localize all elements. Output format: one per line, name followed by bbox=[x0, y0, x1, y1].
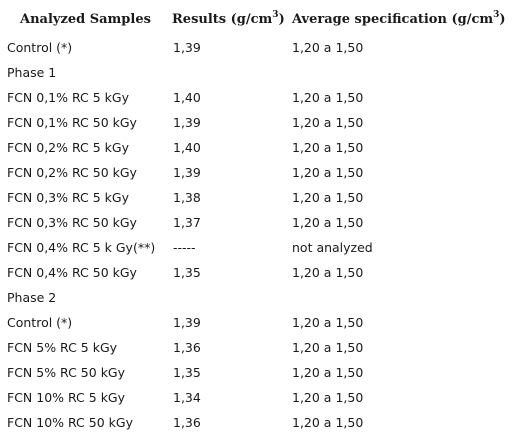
table-row: FCN 5% RC 50 kGy 1,35 1,20 a 1,50 bbox=[0, 360, 512, 385]
sample-cell: FCN 0,4% RC 5 k Gy(**) bbox=[7, 240, 156, 255]
header-analyzed-samples: Analyzed Samples bbox=[20, 0, 151, 35]
sample-cell: FCN 0,3% RC 5 kGy bbox=[7, 190, 129, 205]
sample-cell: FCN 0,1% RC 50 kGy bbox=[7, 115, 137, 130]
table-row: FCN 0,4% RC 50 kGy 1,35 1,20 a 1,50 bbox=[0, 260, 512, 285]
sample-cell: FCN 0,3% RC 50 kGy bbox=[7, 215, 137, 230]
table-row: FCN 0,4% RC 5 k Gy(**) ----- not analyzed bbox=[0, 235, 512, 260]
table-row: Control (*) 1,39 1,20 a 1,50 bbox=[0, 35, 512, 60]
result-cell: 1,37 bbox=[173, 215, 201, 230]
table-body: Control (*) 1,39 1,20 a 1,50 Phase 1 FCN 0,1… bbox=[0, 35, 512, 435]
sample-cell: Control (*) bbox=[7, 315, 73, 330]
result-cell: 1,38 bbox=[173, 190, 201, 205]
result-cell: 1,40 bbox=[173, 140, 201, 155]
result-cell: 1,39 bbox=[173, 40, 201, 55]
header-results-exponent: 3 bbox=[272, 10, 279, 20]
specification-cell: 1,20 a 1,50 bbox=[292, 390, 364, 405]
specification-cell: 1,20 a 1,50 bbox=[292, 190, 364, 205]
specification-cell: 1,20 a 1,50 bbox=[292, 415, 364, 430]
header-spec-close: ) bbox=[499, 12, 506, 27]
sample-cell: FCN 0,1% RC 5 kGy bbox=[7, 90, 129, 105]
sample-cell: FCN 0,4% RC 50 kGy bbox=[7, 265, 137, 280]
specification-cell: 1,20 a 1,50 bbox=[292, 115, 364, 130]
table-row: Control (*) 1,39 1,20 a 1,50 bbox=[0, 310, 512, 335]
header-spec-label: Average specification (g/cm bbox=[292, 12, 494, 27]
specification-cell: 1,20 a 1,50 bbox=[292, 165, 364, 180]
specification-cell: 1,20 a 1,50 bbox=[292, 315, 364, 330]
header-results: Results (g/cm3) bbox=[172, 0, 285, 35]
specification-cell: 1,20 a 1,50 bbox=[292, 365, 364, 380]
result-cell: 1,36 bbox=[173, 340, 201, 355]
specification-cell: 1,20 a 1,50 bbox=[292, 140, 364, 155]
specification-cell: 1,20 a 1,50 bbox=[292, 90, 364, 105]
result-cell: 1,34 bbox=[173, 390, 201, 405]
table-row: FCN 0,2% RC 50 kGy 1,39 1,20 a 1,50 bbox=[0, 160, 512, 185]
header-results-label: Results (g/cm bbox=[172, 12, 273, 27]
sample-cell: FCN 0,2% RC 5 kGy bbox=[7, 140, 129, 155]
sample-cell: Control (*) bbox=[7, 40, 73, 55]
result-cell: 1,39 bbox=[173, 315, 201, 330]
result-cell: 1,35 bbox=[173, 265, 201, 280]
table-row: FCN 0,3% RC 50 kGy 1,37 1,20 a 1,50 bbox=[0, 210, 512, 235]
table-row: FCN 0,1% RC 5 kGy 1,40 1,20 a 1,50 bbox=[0, 85, 512, 110]
header-results-close: ) bbox=[278, 12, 285, 27]
header-samples-label: Analyzed Samples bbox=[20, 12, 151, 27]
sample-cell: FCN 10% RC 5 kGy bbox=[7, 390, 126, 405]
result-cell: 1,36 bbox=[173, 415, 201, 430]
result-cell: 1,39 bbox=[173, 115, 201, 130]
table-row: FCN 5% RC 5 kGy 1,36 1,20 a 1,50 bbox=[0, 335, 512, 360]
table-row: Phase 1 bbox=[0, 60, 512, 85]
specification-cell: 1,20 a 1,50 bbox=[292, 215, 364, 230]
table-header-row: Analyzed Samples Results (g/cm3) Average… bbox=[0, 0, 512, 35]
table-row: FCN 0,1% RC 50 kGy 1,39 1,20 a 1,50 bbox=[0, 110, 512, 135]
specification-cell: not analyzed bbox=[292, 240, 373, 255]
header-spec-exponent: 3 bbox=[493, 10, 500, 20]
specification-cell: 1,20 a 1,50 bbox=[292, 265, 364, 280]
result-cell: 1,39 bbox=[173, 165, 201, 180]
result-cell: 1,35 bbox=[173, 365, 201, 380]
table-row: FCN 0,2% RC 5 kGy 1,40 1,20 a 1,50 bbox=[0, 135, 512, 160]
result-cell: 1,40 bbox=[173, 90, 201, 105]
sample-cell: FCN 5% RC 50 kGy bbox=[7, 365, 126, 380]
table-row: FCN 0,3% RC 5 kGy 1,38 1,20 a 1,50 bbox=[0, 185, 512, 210]
specification-cell: 1,20 a 1,50 bbox=[292, 340, 364, 355]
specification-cell: 1,20 a 1,50 bbox=[292, 40, 364, 55]
sample-cell: Phase 2 bbox=[7, 290, 57, 305]
sample-cell: FCN 5% RC 5 kGy bbox=[7, 340, 118, 355]
sample-cell: Phase 1 bbox=[7, 65, 57, 80]
header-average-specification: Average specification (g/cm3) bbox=[292, 0, 506, 35]
sample-cell: FCN 0,2% RC 50 kGy bbox=[7, 165, 137, 180]
table-row: FCN 10% RC 50 kGy 1,36 1,20 a 1,50 bbox=[0, 410, 512, 435]
result-cell: ----- bbox=[173, 240, 196, 255]
sample-cell: FCN 10% RC 50 kGy bbox=[7, 415, 133, 430]
table-row: Phase 2 bbox=[0, 285, 512, 310]
table-row: FCN 10% RC 5 kGy 1,34 1,20 a 1,50 bbox=[0, 385, 512, 410]
